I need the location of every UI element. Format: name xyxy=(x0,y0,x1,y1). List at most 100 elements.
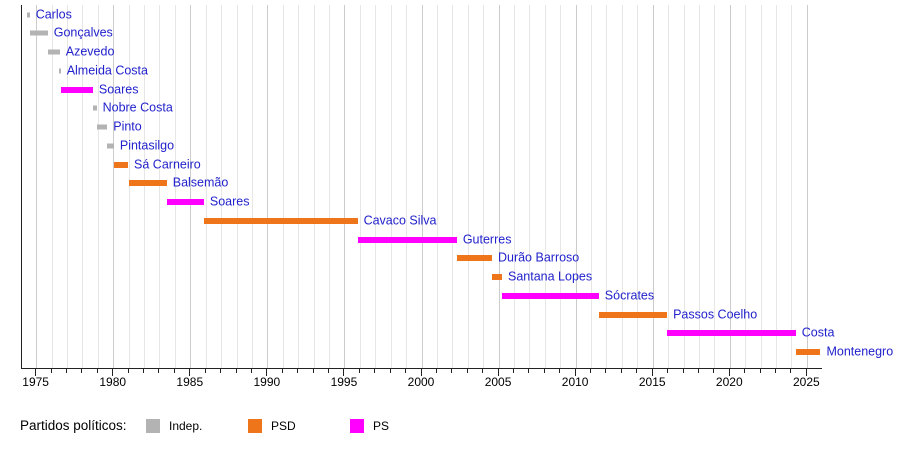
x-tick-minor-1988 xyxy=(235,369,237,373)
bar-label-goncalves: Gonçalves xyxy=(53,25,113,40)
x-tick-label-2025: 2025 xyxy=(792,375,820,389)
gridline-major-2000 xyxy=(421,5,423,368)
x-tick-label-1990: 1990 xyxy=(253,375,281,389)
gridline-minor-1993 xyxy=(313,5,315,368)
legend: Partidos políticos: Indep. PSD PS xyxy=(0,416,900,436)
x-tick-major-2025 xyxy=(805,369,807,376)
legend-swatch-indep xyxy=(146,418,160,433)
bar-passos-coelho xyxy=(598,311,668,318)
bar-socrates xyxy=(502,292,599,299)
gridline-minor-1996 xyxy=(359,5,361,368)
bar-label-sa-carneiro: Sá Carneiro xyxy=(134,156,201,171)
x-tick-minor-1986 xyxy=(204,369,206,373)
gridline-minor-2007 xyxy=(529,5,531,368)
x-tick-major-1995 xyxy=(343,369,345,376)
gridline-minor-2012 xyxy=(606,5,608,368)
x-tick-label-2005: 2005 xyxy=(484,375,512,389)
gridline-major-2005 xyxy=(498,5,500,368)
gridline-minor-1999 xyxy=(406,5,408,368)
x-tick-minor-2019 xyxy=(713,369,715,373)
bar-durao-barroso xyxy=(456,255,492,262)
gridline-major-1985 xyxy=(190,5,192,368)
bar-label-soares: Soares xyxy=(98,81,139,96)
x-tick-minor-2004 xyxy=(482,369,484,373)
bar-costa xyxy=(667,330,796,337)
bar-montenegro xyxy=(795,349,821,355)
x-tick-minor-1999 xyxy=(405,369,407,373)
x-tick-minor-1993 xyxy=(312,369,314,373)
gridline-minor-2022 xyxy=(760,5,762,368)
bar-label-nobre-costa: Nobre Costa xyxy=(102,100,173,115)
gridline-minor-1976 xyxy=(51,5,53,368)
gridline-minor-1989 xyxy=(251,5,253,368)
bar-label-carlos: Carlos xyxy=(35,6,72,21)
x-tick-label-2020: 2020 xyxy=(715,375,743,389)
x-tick-minor-1982 xyxy=(143,369,145,373)
gridline-minor-1978 xyxy=(82,5,84,368)
legend-title: Partidos políticos: xyxy=(20,418,127,433)
gridline-minor-1998 xyxy=(390,5,392,368)
x-tick-minor-2016 xyxy=(667,369,669,373)
gridline-minor-2013 xyxy=(621,5,623,368)
gridline-major-2015 xyxy=(652,5,654,368)
x-tick-minor-2013 xyxy=(620,369,622,373)
gridline-minor-1979 xyxy=(97,5,99,368)
x-tick-minor-2021 xyxy=(744,369,746,373)
bar-label-santana-lopes: Santana Lopes xyxy=(508,269,593,284)
x-axis-tick-labels: 1975 1980 1985 1990 1995 2000 2005 2010 2015 2020… xyxy=(21,375,821,390)
gridline-minor-2004 xyxy=(483,5,485,368)
legend-label-indep: Indep. xyxy=(169,418,203,433)
x-tick-label-2010: 2010 xyxy=(561,375,589,389)
gridline-minor-1992 xyxy=(298,5,300,368)
x-tick-minor-2014 xyxy=(636,369,638,373)
bar-label-passos-coelho: Passos Coelho xyxy=(673,306,758,321)
x-tick-label-1995: 1995 xyxy=(330,375,358,389)
gridline-major-1995 xyxy=(344,5,346,368)
x-tick-minor-2011 xyxy=(590,369,592,373)
bar-label-azevedo: Azevedo xyxy=(65,44,115,59)
x-tick-minor-2024 xyxy=(790,369,792,373)
bar-label-costa: Costa xyxy=(801,325,835,340)
gridline-minor-2002 xyxy=(452,5,454,368)
x-tick-minor-2008 xyxy=(543,369,545,373)
gridline-major-2010 xyxy=(575,5,577,368)
gridline-minor-1988 xyxy=(236,5,238,368)
x-tick-minor-1998 xyxy=(389,369,391,373)
gridline-minor-1977 xyxy=(66,5,68,368)
gridline-minor-1991 xyxy=(282,5,284,368)
x-tick-minor-2023 xyxy=(775,369,777,373)
x-tick-minor-1997 xyxy=(374,369,376,373)
gridline-major-1980 xyxy=(113,5,115,368)
gridline-minor-1987 xyxy=(221,5,223,368)
x-tick-minor-2006 xyxy=(512,369,514,373)
gridline-minor-2009 xyxy=(560,5,562,368)
x-tick-minor-2009 xyxy=(559,369,561,373)
x-tick-major-1980 xyxy=(112,369,114,376)
bar-label-guterres: Guterres xyxy=(462,231,512,246)
gridline-minor-2024 xyxy=(791,5,793,368)
x-tick-minor-1979 xyxy=(96,369,98,373)
x-tick-minor-2012 xyxy=(605,369,607,373)
x-tick-major-2010 xyxy=(574,369,576,376)
x-tick-minor-1989 xyxy=(250,369,252,373)
x-tick-major-2005 xyxy=(497,369,499,376)
bar-label-socrates: Sócrates xyxy=(604,288,655,302)
legend-item-indep: Indep. xyxy=(146,416,202,436)
bar-azevedo xyxy=(47,49,60,55)
gridline-minor-2001 xyxy=(436,5,438,368)
x-tick-major-1985 xyxy=(189,369,191,376)
bar-pintasilgo xyxy=(107,143,114,149)
bar-label-soares: Soares xyxy=(209,194,250,209)
gridline-minor-2006 xyxy=(513,5,515,368)
gridline-minor-1983 xyxy=(159,5,161,368)
legend-swatch-psd xyxy=(248,418,262,433)
bar-soares xyxy=(166,199,204,205)
x-tick-minor-2017 xyxy=(682,369,684,373)
gridline-minor-2021 xyxy=(745,5,747,368)
gridline-major-2025 xyxy=(806,5,808,368)
x-tick-minor-1987 xyxy=(220,369,222,373)
x-tick-major-1975 xyxy=(35,369,37,376)
gridline-minor-1986 xyxy=(205,5,207,368)
x-tick-minor-1976 xyxy=(50,369,52,373)
